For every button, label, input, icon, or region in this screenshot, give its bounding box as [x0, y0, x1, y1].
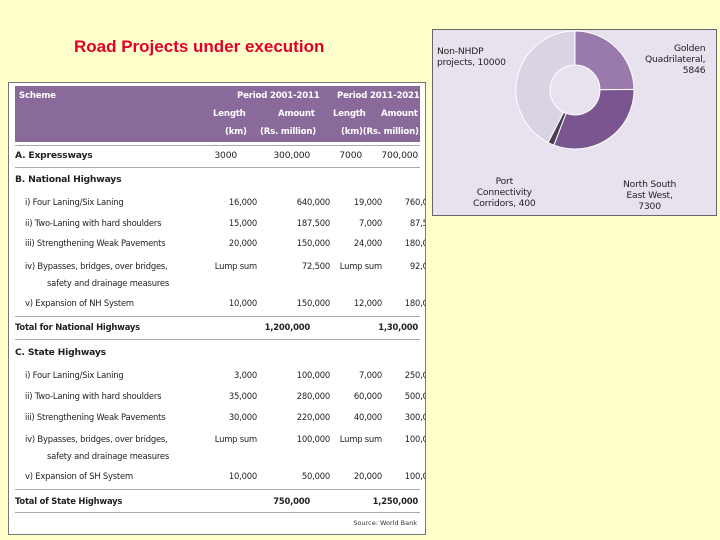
header-km-1: (km) [225, 127, 247, 137]
label-north-south-east-west: North South East West, 7300 [623, 179, 677, 212]
header-amount-1: Amount [278, 109, 315, 119]
divider [15, 339, 420, 340]
donut-chart-panel: Non-NHDP projects, 10000 Golden Quadrilate… [432, 29, 717, 216]
header-rs-1: (Rs. million) [260, 127, 317, 137]
donut-slice-non-nhdp-projects [515, 30, 576, 144]
header-scheme: Scheme [19, 91, 56, 101]
label-port-connectivity: Port Connectivity Corridors, 400 [473, 176, 536, 209]
header-amount-2: Amount [381, 109, 418, 119]
donut-slice-golden-quadrilateral [574, 30, 635, 91]
donut-chart [515, 30, 635, 150]
header-length-2: Length [333, 109, 366, 119]
source-note: Source: World Bank [353, 519, 417, 527]
header-km-rs-2: (km)(Rs. million) [341, 127, 419, 137]
divider [15, 489, 420, 490]
divider [15, 512, 420, 513]
donut-slice-north-south-east-west [553, 88, 635, 150]
divider [15, 145, 420, 146]
label-non-nhdp: Non-NHDP projects, 10000 [437, 46, 506, 68]
header-length-1: Length [213, 109, 246, 119]
table-header: Scheme Period 2001-2011 Period 2011-2021… [15, 86, 420, 142]
header-period-1: Period 2001-2011 [237, 91, 320, 101]
road-projects-table: Scheme Period 2001-2011 Period 2011-2021… [8, 82, 426, 535]
divider [15, 167, 420, 168]
header-period-2: Period 2011-2021 [337, 91, 420, 101]
label-golden-quadrilateral: Golden Quadrilateral, 5846 [645, 43, 706, 76]
divider [15, 316, 420, 317]
page-title: Road Projects under execution [74, 37, 325, 56]
